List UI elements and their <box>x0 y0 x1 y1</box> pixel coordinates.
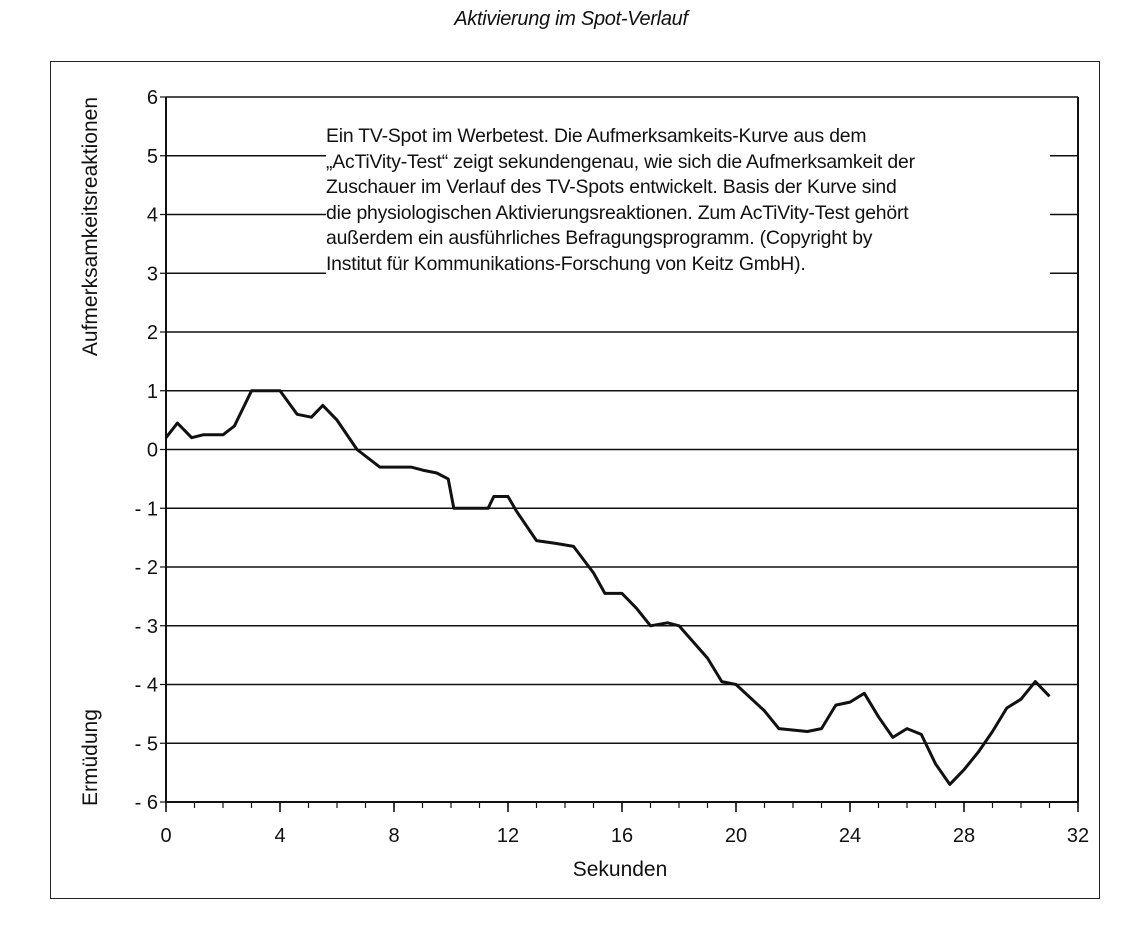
x-tick-label: 4 <box>274 825 285 847</box>
y-tick-label: - 2 <box>135 557 158 579</box>
annotation-line: die physiologischen Aktivierungsreaktion… <box>326 201 909 224</box>
y-tick-label: 1 <box>147 381 158 403</box>
x-tick-label: 12 <box>497 825 519 847</box>
x-axis-label: Sekunden <box>573 858 668 881</box>
chart-title: Aktivierung im Spot-Verlauf <box>454 8 688 30</box>
series-line <box>164 389 1051 786</box>
x-tick-label: 32 <box>1067 825 1089 847</box>
chart-frame <box>50 61 1100 899</box>
x-tick-label: 0 <box>160 825 171 847</box>
y-tick-label: - 6 <box>135 792 158 814</box>
y-tick-label: - 1 <box>135 498 158 520</box>
annotation-line: Ein TV-Spot im Werbetest. Die Aufmerksam… <box>326 125 867 147</box>
y-axis-label-bottom: Ermüdung <box>79 709 102 806</box>
x-tick-label: 28 <box>953 825 975 847</box>
y-tick-label: 5 <box>147 146 158 168</box>
axes <box>160 96 1079 812</box>
x-tick-label: 16 <box>611 825 633 847</box>
annotation-line: „AcTiVity-Test“ zeigt sekundengenau, wie… <box>326 150 915 173</box>
chart-annotation: Ein TV-Spot im Werbetest. Die Aufmerksam… <box>326 124 1050 277</box>
annotation-line: außerdem ein ausführliches Befragungspro… <box>326 227 873 249</box>
annotation-line: Zuschauer im Verlauf des TV-Spots entwic… <box>326 176 897 198</box>
y-tick-label: 2 <box>147 322 158 344</box>
y-axis-label-top: Aufmerksamkeitsreaktionen <box>79 97 102 356</box>
y-tick-label: 6 <box>147 87 158 109</box>
y-tick-label: 4 <box>147 205 158 227</box>
x-tick-label: 24 <box>839 825 861 847</box>
y-tick-label: 3 <box>147 263 158 285</box>
x-tick-label: 20 <box>725 825 747 847</box>
y-tick-label: 0 <box>147 440 158 462</box>
x-tick-label: 8 <box>388 825 399 847</box>
y-tick-label: - 4 <box>135 675 158 697</box>
y-tick-label: - 5 <box>135 733 158 755</box>
annotation-line: Institut für Kommunikations-Forschung vo… <box>326 252 806 275</box>
y-tick-label: - 3 <box>135 616 158 638</box>
